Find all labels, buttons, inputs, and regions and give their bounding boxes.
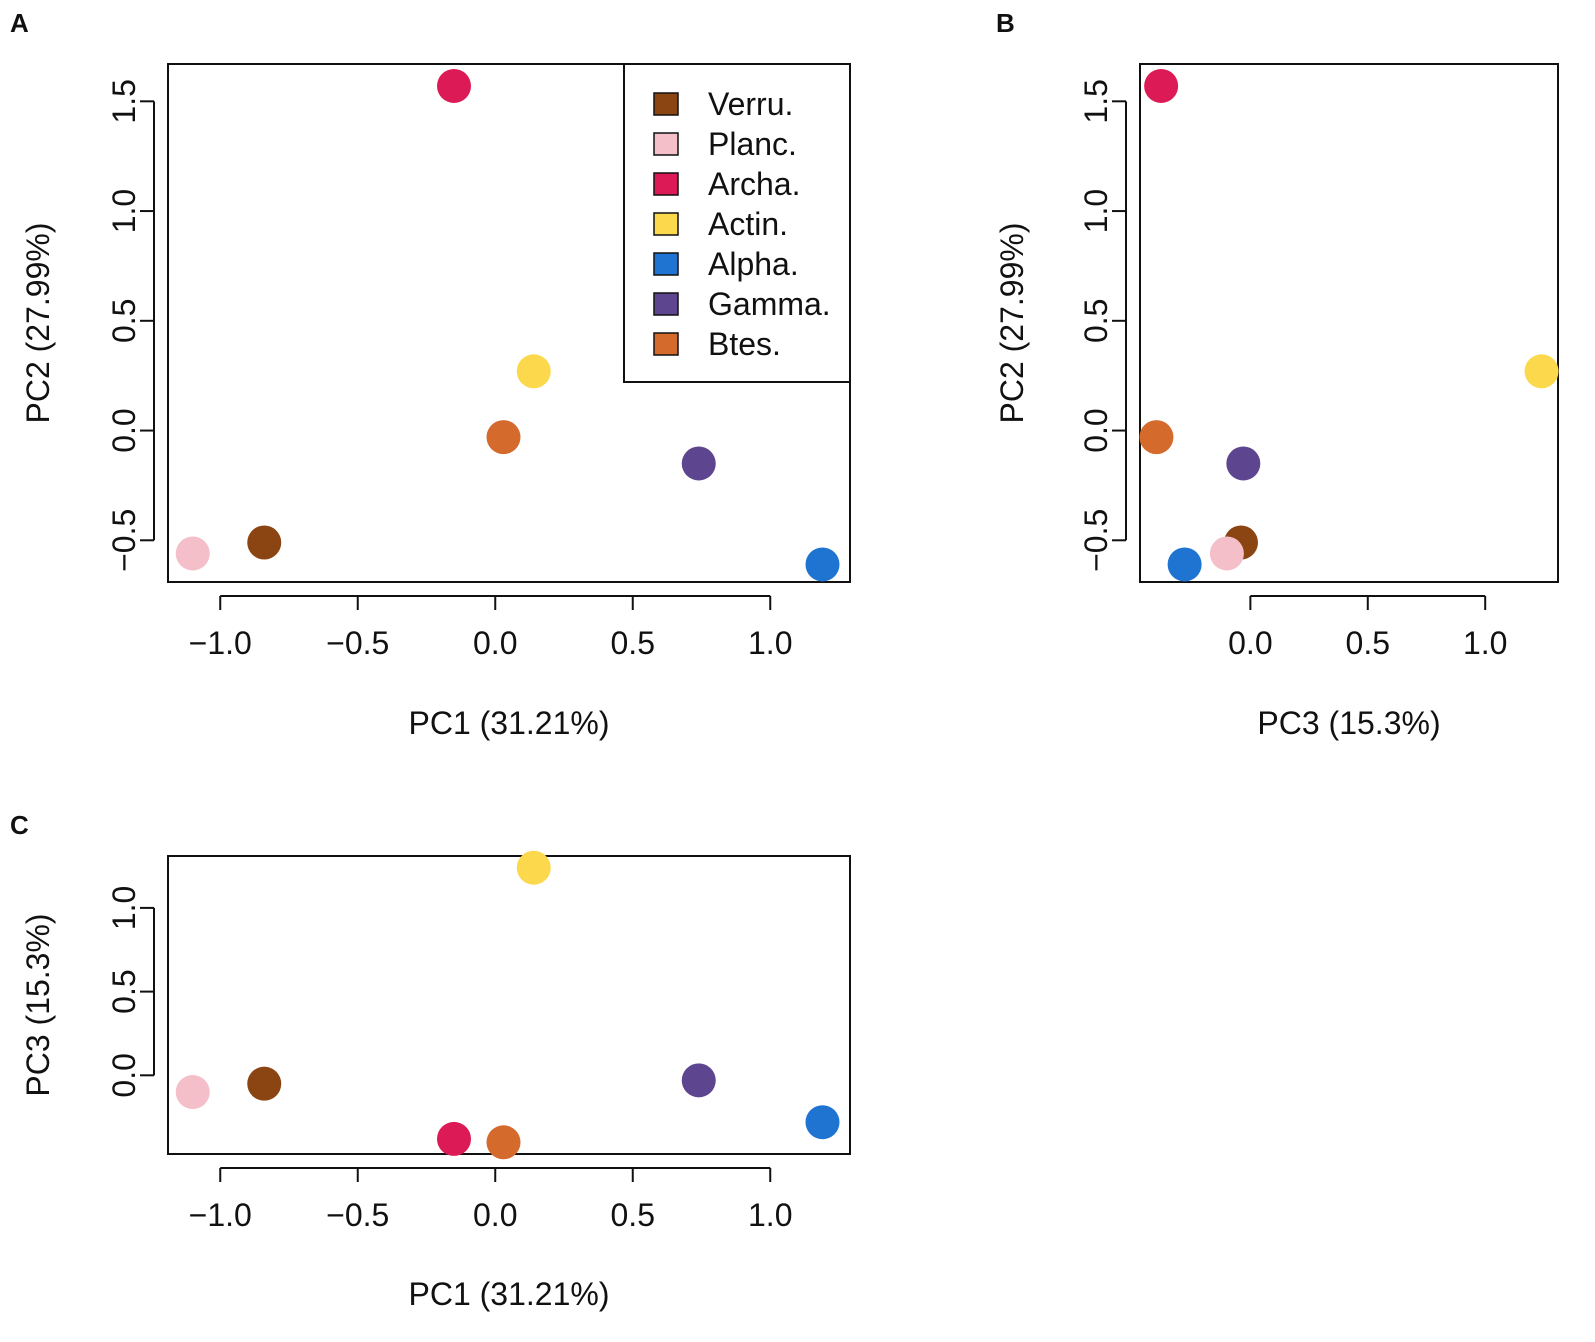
point-planc: [1209, 536, 1244, 571]
legend: Verru. Planc. Archa. Actin. Alpha. Gamma. Btes…: [623, 63, 851, 383]
legend-swatch-alpha: [653, 252, 679, 276]
point-alpha: [805, 547, 840, 582]
point-gamma: [1226, 446, 1261, 481]
y-tick-label: −0.5: [106, 509, 142, 572]
y-tick-label: 1.0: [1078, 189, 1114, 233]
x-tick-label: 0.5: [1346, 625, 1390, 661]
legend-label-planc: Planc.: [708, 126, 797, 162]
legend-swatch-gamma: [653, 292, 679, 316]
legend-label-verru: Verru.: [708, 86, 793, 122]
panel-letter-b: B: [996, 8, 1015, 38]
point-archa: [437, 1121, 471, 1156]
y-tick-label: 0.0: [1078, 408, 1114, 452]
point-alpha: [805, 1105, 840, 1140]
legend-swatch-archa: [653, 172, 679, 196]
y-tick-label: 0.0: [106, 408, 142, 452]
plot-frame: [1139, 63, 1559, 583]
y-axis-title: PC2 (27.99%): [994, 223, 1030, 424]
x-axis-title: PC3 (15.3%): [1257, 705, 1440, 741]
point-planc: [175, 536, 210, 571]
point-planc: [175, 1075, 210, 1110]
y-tick-label: 1.0: [106, 189, 142, 233]
y-tick-label: 1.5: [106, 79, 142, 123]
panel-letter-a: A: [10, 8, 29, 38]
y-tick-label: 0.5: [1078, 299, 1114, 343]
panel-letter-c: C: [10, 810, 29, 840]
y-tick-label: 0.0: [106, 1053, 142, 1097]
point-btes: [1139, 420, 1174, 455]
x-tick-label: 0.0: [473, 1197, 517, 1233]
point-verru: [247, 525, 282, 560]
point-actin: [516, 850, 551, 885]
legend-swatch-planc: [653, 132, 679, 156]
panel-b: B 0.0 0.5 1.0 PC3 (15.3%) −0.5 0.0 0.5 1.0 1.5 PC2…: [994, 8, 1559, 741]
y-axis-title: PC3 (15.3%): [20, 913, 56, 1096]
x-tick-label: 0.5: [611, 1197, 655, 1233]
x-tick-label: −1.0: [189, 625, 252, 661]
point-verru: [247, 1066, 282, 1101]
y-tick-label: 1.5: [1078, 79, 1114, 123]
y-tick-label: 0.5: [106, 299, 142, 343]
x-tick-label: −1.0: [189, 1197, 252, 1233]
point-archa: [1144, 68, 1179, 103]
legend-swatch-btes: [653, 332, 679, 356]
point-gamma: [681, 1063, 716, 1098]
plot-frame: [167, 855, 851, 1155]
panel-a: A −1.0 −0.5 0.0 0.5 1.0 PC1 (31.21%) −0.5 0.0 0.5…: [10, 8, 851, 741]
point-actin: [516, 354, 551, 389]
y-axis-title: PC2 (27.99%): [20, 223, 56, 424]
legend-label-btes: Btes.: [708, 326, 781, 362]
x-tick-label: 0.0: [473, 625, 517, 661]
x-tick-label: 1.0: [748, 625, 792, 661]
legend-label-archa: Archa.: [708, 166, 800, 202]
legend-label-actin: Actin.: [708, 206, 788, 242]
y-tick-label: 1.0: [106, 886, 142, 930]
point-gamma: [681, 446, 716, 481]
point-actin: [1524, 354, 1559, 389]
x-tick-label: 0.0: [1228, 625, 1272, 661]
y-tick-label: −0.5: [1078, 509, 1114, 572]
x-tick-label: 1.0: [748, 1197, 792, 1233]
point-alpha: [1167, 547, 1202, 582]
y-tick-label: 0.5: [106, 969, 142, 1013]
x-tick-label: 1.0: [1463, 625, 1507, 661]
x-axis-title: PC1 (31.21%): [409, 1276, 610, 1312]
legend-swatch-actin: [653, 212, 679, 236]
point-btes: [486, 420, 521, 455]
legend-label-alpha: Alpha.: [708, 246, 799, 282]
point-archa: [437, 68, 471, 103]
x-tick-label: 0.5: [611, 625, 655, 661]
legend-label-gamma: Gamma.: [708, 286, 831, 322]
x-tick-label: −0.5: [326, 1197, 389, 1233]
legend-swatch-verru: [653, 92, 679, 116]
point-btes: [486, 1125, 521, 1160]
panel-c: C −1.0 −0.5 0.0 0.5 1.0 PC1 (31.21%) 0.0 0.5 1.0 P…: [10, 810, 851, 1312]
x-axis-title: PC1 (31.21%): [409, 705, 610, 741]
x-tick-label: −0.5: [326, 625, 389, 661]
